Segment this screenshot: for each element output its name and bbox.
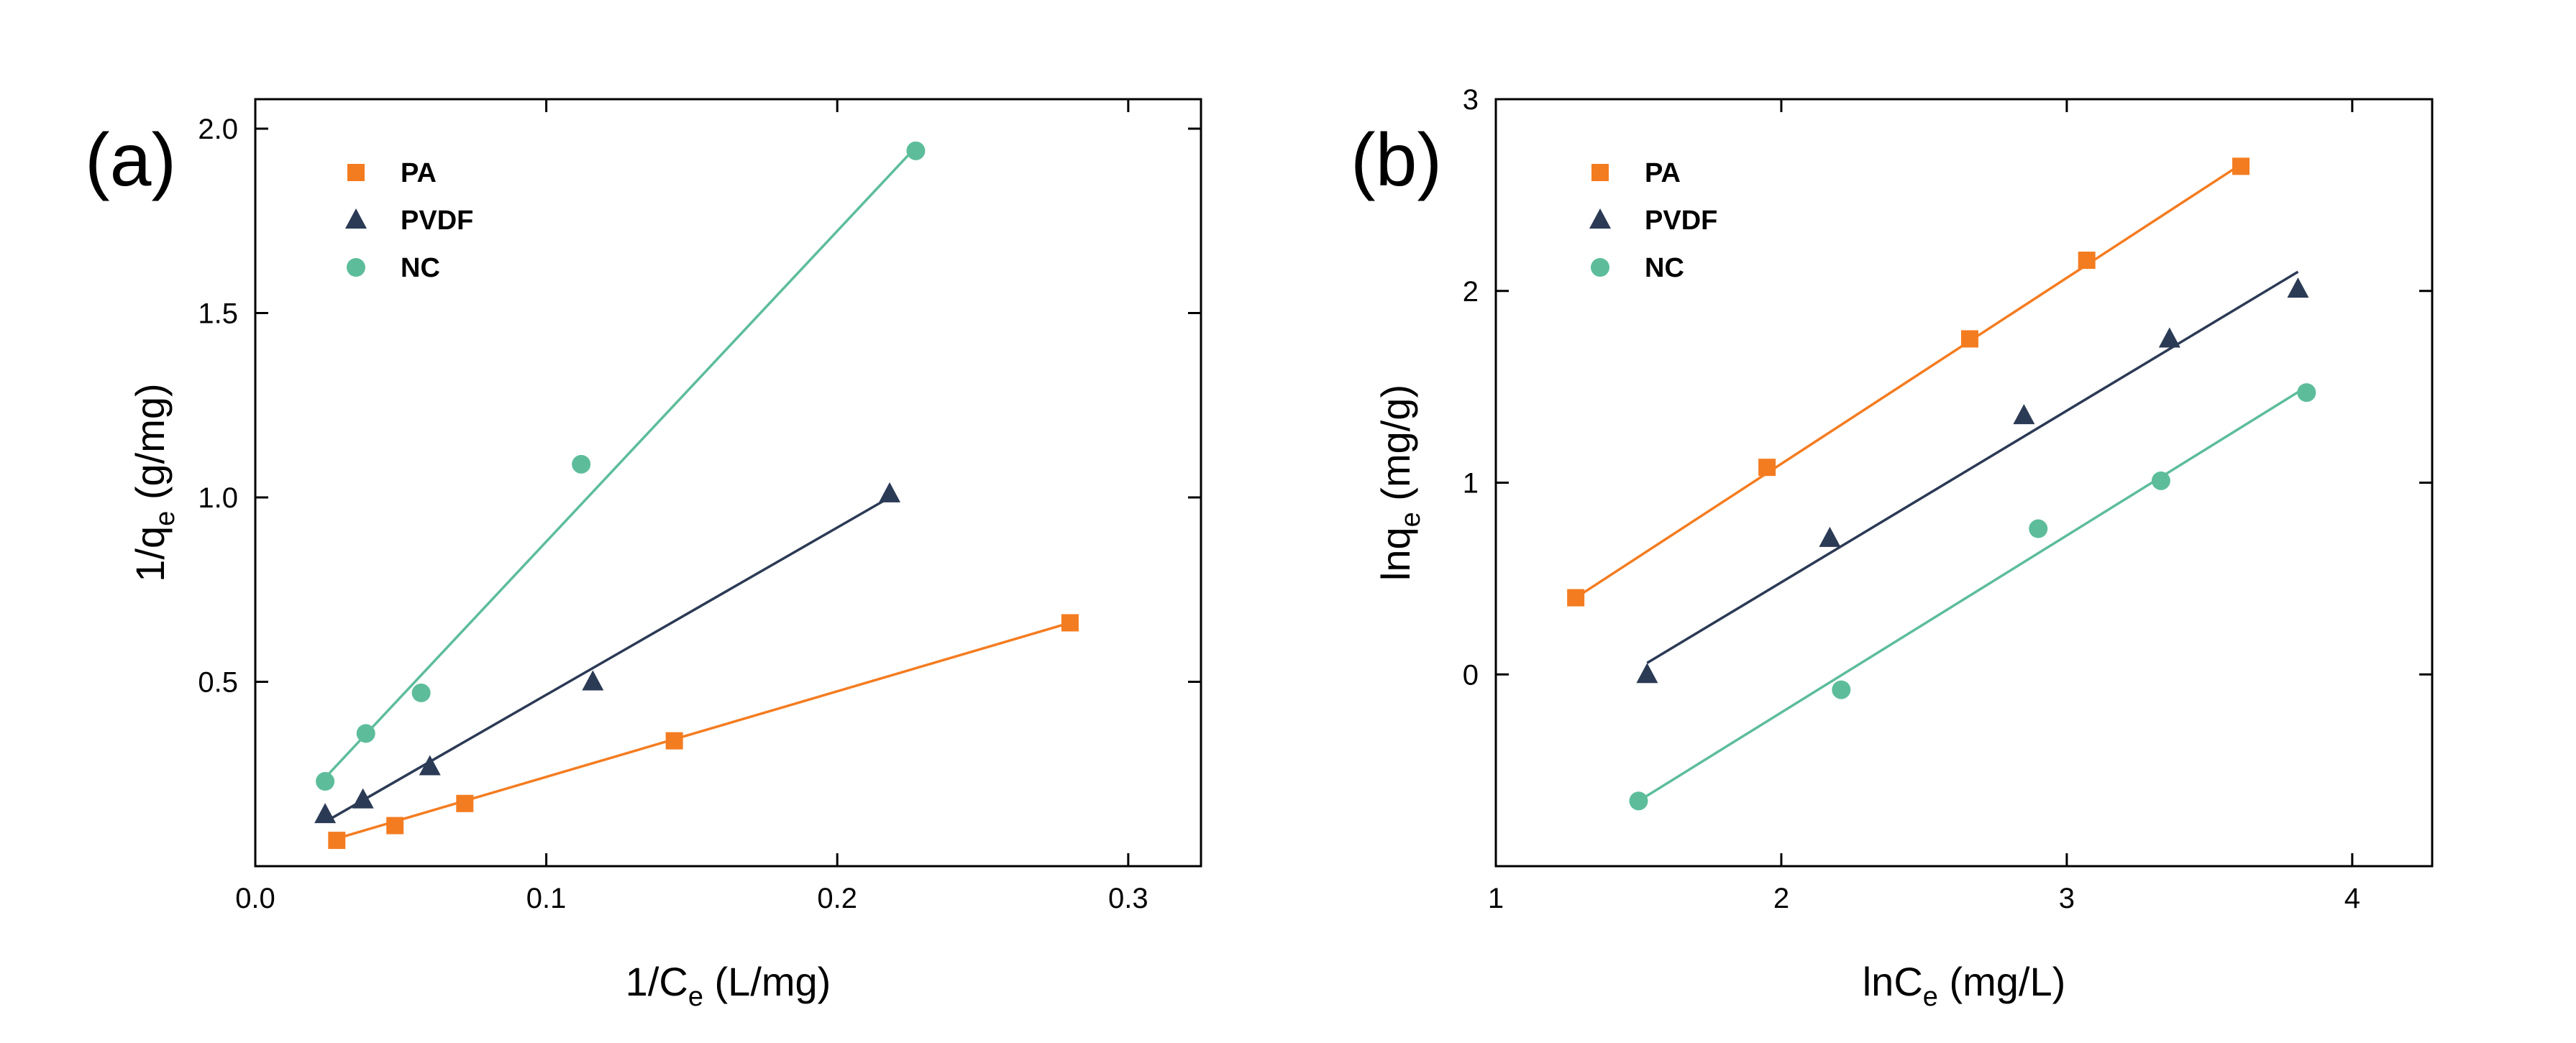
data-point-pvdf xyxy=(314,803,337,824)
x-tick-label: 2 xyxy=(1773,883,1789,914)
legend-marker-nc xyxy=(1591,258,1609,277)
panel-b: 1 2 3 4 0 1 2 3 lnCe (mg/L) lnqe (mg/g) (b) PA PVDF N… xyxy=(1351,84,2434,1012)
x-tick-label: 1 xyxy=(1488,883,1504,914)
panel-a: 0.0 0.1 0.2 0.3 0.5 1.0 1.5 2.0 1/Ce (L/mg) 1/qe … xyxy=(85,98,1202,1012)
fit-line-pvdf xyxy=(324,496,890,823)
plot-frame xyxy=(254,98,1202,868)
panel-label: (b) xyxy=(1351,119,1442,202)
y-axis-title: lnqe (mg/g) xyxy=(1373,385,1426,581)
data-point-nc xyxy=(572,454,591,474)
legend-label-pvdf: PVDF xyxy=(401,206,473,236)
data-point-nc xyxy=(2029,519,2048,538)
x-tick-label: 0.2 xyxy=(817,883,857,914)
data-point-pa xyxy=(2078,252,2096,270)
y-tick-label: 3 xyxy=(1463,84,1479,116)
fit-line-pa xyxy=(1575,163,2242,599)
legend-marker-pa xyxy=(347,164,365,181)
series-pa xyxy=(328,614,1079,850)
y-tick-label: 1.5 xyxy=(198,298,238,330)
data-point-pa xyxy=(2232,157,2250,175)
y-tick-label: 0 xyxy=(1463,659,1479,691)
legend-label-pvdf: PVDF xyxy=(1645,206,1717,236)
fit-line-nc xyxy=(1638,385,2308,802)
panel-label: (a) xyxy=(85,119,176,202)
data-point-nc xyxy=(316,772,335,791)
y-tick-label: 2 xyxy=(1463,276,1479,308)
data-point-pvdf xyxy=(879,482,901,502)
data-point-pa xyxy=(328,832,346,850)
series-pa xyxy=(1567,157,2250,607)
data-point-nc xyxy=(2151,471,2170,490)
legend-label-pa: PA xyxy=(401,158,437,188)
y-tick-label: 1 xyxy=(1463,468,1479,500)
x-tick-label: 3 xyxy=(2059,883,2075,914)
y-tick-label: 0.5 xyxy=(198,667,238,699)
data-point-pvdf xyxy=(582,670,604,691)
data-point-nc xyxy=(356,724,375,743)
data-point-pa xyxy=(456,794,474,812)
x-tick-label: 0.0 xyxy=(235,883,275,914)
data-point-pa xyxy=(665,732,683,750)
legend-label-nc: NC xyxy=(1645,253,1684,283)
legend-marker-pvdf xyxy=(1589,208,1611,229)
data-point-pvdf xyxy=(2287,277,2309,298)
legend-marker-pvdf xyxy=(345,208,367,229)
series-pvdf xyxy=(1636,270,2309,684)
fit-line-nc xyxy=(324,146,917,779)
x-tick-label: 0.3 xyxy=(1108,883,1148,914)
data-point-nc xyxy=(1832,680,1851,699)
fit-line-pvdf xyxy=(1646,270,2299,664)
series-nc xyxy=(1629,383,2316,811)
data-point-pa xyxy=(386,817,404,835)
data-point-nc xyxy=(1629,791,1648,811)
data-point-pa xyxy=(1567,589,1585,607)
data-point-pa xyxy=(1960,330,1978,348)
data-point-pvdf xyxy=(1636,663,1658,684)
data-point-pvdf xyxy=(2158,327,2180,348)
legend-marker-pa xyxy=(1591,164,1609,181)
legend-label-pa: PA xyxy=(1645,158,1681,188)
series-pvdf xyxy=(314,482,901,824)
y-tick-label: 2.0 xyxy=(198,114,238,145)
x-tick-label: 4 xyxy=(2344,883,2360,914)
data-point-pa xyxy=(1061,614,1079,632)
legend-marker-nc xyxy=(347,258,365,277)
data-point-nc xyxy=(906,141,926,160)
data-point-pa xyxy=(1758,459,1776,477)
legend-label-nc: NC xyxy=(401,253,440,283)
x-axis-title: lnCe (mg/L) xyxy=(1863,959,2066,1012)
data-point-nc xyxy=(411,683,431,702)
y-tick-label: 1.0 xyxy=(198,482,238,514)
x-tick-label: 0.1 xyxy=(526,883,567,914)
y-axis-title: 1/qe (g/mg) xyxy=(127,383,181,582)
data-point-pvdf xyxy=(1819,526,1841,547)
series-nc xyxy=(316,141,926,791)
data-point-nc xyxy=(2297,383,2316,403)
data-point-pvdf xyxy=(419,755,441,776)
data-point-pvdf xyxy=(2013,404,2035,425)
x-axis-title: 1/Ce (L/mg) xyxy=(626,959,831,1012)
data-point-pvdf xyxy=(352,788,374,809)
